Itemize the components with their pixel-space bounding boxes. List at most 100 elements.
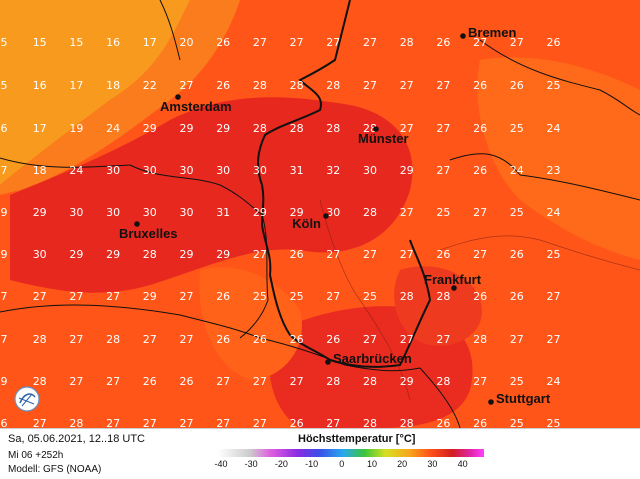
grid-value: 26: [510, 248, 524, 261]
grid-value: 27: [473, 375, 487, 388]
grid-value: 27: [106, 375, 120, 388]
city-stuttgart[interactable]: Stuttgart: [488, 391, 551, 406]
city-dot: [451, 285, 457, 291]
grid-value: 25: [510, 375, 524, 388]
grid-value: 27: [180, 79, 194, 92]
grid-value: 31: [290, 164, 304, 177]
grid-value: 32: [326, 164, 340, 177]
city-dot: [460, 33, 466, 39]
temperature-grid-values: 5 15 15 16 17 20 26 27 27 27 27 28 26 27 27 26 5 16 17 18 22…: [1, 36, 561, 428]
city-bruxelles[interactable]: Bruxelles: [119, 221, 178, 241]
grid-value: 30: [253, 164, 267, 177]
grid-value: 26: [326, 333, 340, 346]
grid-value: 15: [69, 36, 83, 49]
city-köln[interactable]: Köln: [292, 213, 329, 231]
grid-value: 25: [436, 206, 450, 219]
legend-tick: -40: [214, 459, 228, 469]
forecast-date: Sa, 05.06.2021, 12..18 UTC: [8, 433, 145, 445]
cool-zone-coastal: [0, 0, 240, 195]
grid-value: 28: [290, 122, 304, 135]
city-markers: Bremen Amsterdam Münster Bruxelles Köln Frank…: [119, 25, 551, 406]
grid-value: 20: [180, 36, 194, 49]
legend-tick: 30: [427, 459, 438, 469]
legend-tick: -10: [305, 459, 319, 469]
grid-value: 27: [436, 164, 450, 177]
city-frankfurt[interactable]: Frankfurt: [424, 272, 482, 291]
grid-value: 25: [547, 417, 561, 428]
grid-value: 27: [473, 206, 487, 219]
mild-zone-west: [199, 267, 302, 380]
grid-value: 18: [33, 164, 47, 177]
grid-value: 24: [547, 375, 561, 388]
grid-value: 27: [253, 417, 267, 428]
grid-value: 29: [106, 248, 120, 261]
temperature-map[interactable]: 5 15 15 16 17 20 26 27 27 27 27 28 26 27 27 26 5 16 17 18 22…: [0, 0, 640, 428]
city-dot: [323, 213, 329, 219]
grid-value: 30: [143, 206, 157, 219]
rivers: [319, 199, 640, 401]
grid-value: 25: [290, 290, 304, 303]
grid-value: 27: [69, 333, 83, 346]
city-bremen[interactable]: Bremen: [460, 25, 516, 40]
grid-value: 28: [290, 79, 304, 92]
grid-value: 28: [253, 122, 267, 135]
grid-value: 29: [33, 206, 47, 219]
grid-value: 27: [510, 36, 524, 49]
grid-value: 9: [1, 375, 8, 388]
grid-value: 23: [547, 164, 561, 177]
grid-value: 24: [547, 206, 561, 219]
grid-value: 29: [400, 375, 414, 388]
grid-value: 29: [180, 122, 194, 135]
forecast-model: Modell: GFS (NOAA): [8, 464, 102, 475]
grid-value: 27: [436, 122, 450, 135]
grid-value: 27: [326, 36, 340, 49]
grid-value: 28: [363, 417, 377, 428]
grid-value: 27: [106, 417, 120, 428]
grid-value: 26: [216, 79, 230, 92]
grid-value: 6: [1, 122, 8, 135]
grid-value: 7: [1, 290, 8, 303]
grid-value: 27: [33, 290, 47, 303]
legend-title: Höchsttemperatur [°C]: [298, 433, 416, 445]
city-saarbrücken[interactable]: Saarbrücken: [325, 351, 412, 366]
city-münster[interactable]: Münster: [358, 126, 409, 146]
grid-value: 30: [106, 164, 120, 177]
grid-value: 27: [33, 417, 47, 428]
grid-value: 26: [473, 164, 487, 177]
grid-value: 31: [216, 206, 230, 219]
grid-value: 30: [143, 164, 157, 177]
grid-value: 29: [69, 248, 83, 261]
city-label: Saarbrücken: [333, 351, 412, 366]
city-dot: [175, 94, 181, 100]
germany-border: [257, 0, 432, 368]
grid-value: 27: [253, 248, 267, 261]
grid-value: 28: [436, 375, 450, 388]
city-amsterdam[interactable]: Amsterdam: [160, 94, 232, 114]
grid-value: 29: [216, 248, 230, 261]
grid-value: 28: [326, 122, 340, 135]
grid-value: 24: [510, 164, 524, 177]
grid-value: 30: [33, 248, 47, 261]
grid-value: 28: [400, 290, 414, 303]
grid-value: 27: [473, 36, 487, 49]
grid-value: 27: [363, 333, 377, 346]
grid-value: 28: [436, 290, 450, 303]
legend-tick: 10: [366, 459, 378, 469]
legend-tick: 40: [457, 459, 468, 469]
grid-value: 28: [400, 417, 414, 428]
weather-logo-icon[interactable]: [14, 386, 40, 412]
grid-value: 27: [106, 290, 120, 303]
grid-value: 28: [400, 36, 414, 49]
hot-zone-frankfurt: [394, 266, 482, 346]
grid-value: 16: [33, 79, 47, 92]
grid-value: 30: [363, 164, 377, 177]
grid-value: 28: [363, 122, 377, 135]
grid-value: 5: [1, 79, 8, 92]
grid-value: 24: [69, 164, 83, 177]
grid-value: 29: [400, 164, 414, 177]
legend-tick: 0: [339, 459, 345, 469]
grid-value: 27: [510, 333, 524, 346]
cool-zone-northwest: [0, 0, 190, 185]
city-label: Frankfurt: [424, 272, 482, 287]
grid-value: 25: [547, 79, 561, 92]
